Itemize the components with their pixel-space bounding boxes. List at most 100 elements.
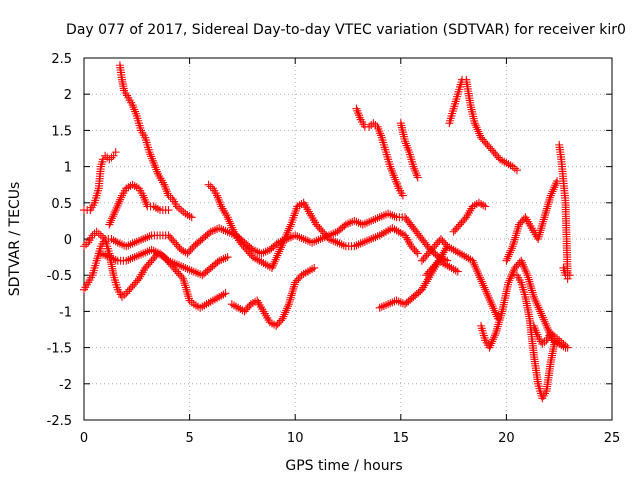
data-point [536, 226, 545, 235]
data-point [502, 158, 511, 167]
data-point [412, 247, 421, 256]
data-point [483, 289, 492, 298]
data-point [275, 247, 284, 256]
data-point [185, 212, 194, 221]
data-point [367, 216, 376, 225]
data-point [130, 253, 139, 262]
data-point [377, 302, 386, 311]
x-tick-label: 10 [287, 431, 304, 446]
data-point [540, 213, 549, 222]
data-point [490, 331, 499, 340]
data-point [166, 193, 175, 202]
y-tick-label: 0 [64, 233, 72, 248]
data-point [473, 267, 482, 276]
data-point [350, 242, 359, 251]
data-point [113, 238, 122, 247]
data-point [507, 272, 516, 281]
data-point [526, 279, 535, 288]
data-point [181, 263, 190, 272]
data-point [481, 202, 490, 211]
data-point [486, 341, 495, 350]
data-point [124, 241, 133, 250]
data-point [151, 247, 160, 256]
data-point [337, 240, 346, 249]
data-point [524, 275, 533, 284]
y-tick-label: -2.5 [47, 414, 72, 429]
data-point [329, 236, 338, 245]
data-point [164, 256, 173, 265]
data-point [504, 252, 513, 261]
data-point [145, 232, 154, 241]
data-point [541, 319, 550, 328]
data-point [419, 283, 428, 292]
data-point [537, 224, 546, 233]
data-point [132, 237, 141, 246]
y-tick-label: 1 [64, 161, 72, 176]
data-point [253, 255, 262, 264]
data-point [460, 251, 469, 260]
data-point [392, 296, 401, 305]
data-point [475, 273, 484, 282]
data-point [473, 125, 482, 134]
data-point [215, 256, 224, 265]
data-point [485, 343, 494, 352]
data-point [187, 266, 196, 275]
data-point [542, 204, 551, 213]
data-point [105, 253, 114, 262]
data-point [80, 242, 88, 251]
data-point [299, 269, 308, 278]
data-point [379, 228, 388, 237]
data-point [202, 300, 211, 309]
data-point [111, 237, 120, 246]
data-point [225, 217, 234, 226]
data-point [276, 245, 285, 254]
data-point [530, 294, 539, 303]
data-point [227, 300, 236, 309]
data-point [206, 182, 215, 191]
data-point [510, 164, 519, 173]
data-point [134, 251, 143, 260]
data-point [365, 122, 374, 131]
data-point [208, 226, 217, 235]
data-point [188, 244, 197, 253]
data-point [217, 291, 226, 300]
data-point [181, 209, 190, 218]
data-point [223, 253, 232, 262]
data-point [143, 247, 152, 256]
data-point [122, 242, 131, 251]
data-point [177, 206, 186, 215]
data-point [487, 339, 496, 348]
data-point [109, 151, 118, 160]
data-point [270, 320, 279, 329]
data-point [108, 212, 117, 221]
data-point [469, 258, 478, 267]
data-point [474, 271, 483, 280]
data-point [553, 334, 562, 343]
data-point [277, 243, 286, 252]
data-point [481, 285, 490, 294]
data-point [453, 267, 462, 276]
data-point [187, 213, 196, 222]
data-point [541, 211, 550, 220]
data-point [297, 234, 306, 243]
data-point [367, 235, 376, 243]
data-point [493, 324, 502, 333]
data-point [422, 277, 431, 286]
data-point [527, 286, 536, 295]
data-point [280, 310, 289, 319]
data-point [96, 231, 105, 240]
data-point [168, 258, 177, 267]
data-point [546, 329, 555, 338]
data-point [185, 265, 194, 274]
data-point [99, 233, 108, 242]
data-point [540, 338, 549, 347]
data-point [555, 336, 564, 345]
data-point [561, 341, 570, 350]
data-point [255, 256, 264, 265]
data-point [132, 183, 141, 192]
data-point [445, 243, 454, 252]
data-point [449, 245, 458, 254]
data-point [390, 212, 399, 221]
data-point [472, 123, 481, 132]
data-point [181, 283, 190, 292]
